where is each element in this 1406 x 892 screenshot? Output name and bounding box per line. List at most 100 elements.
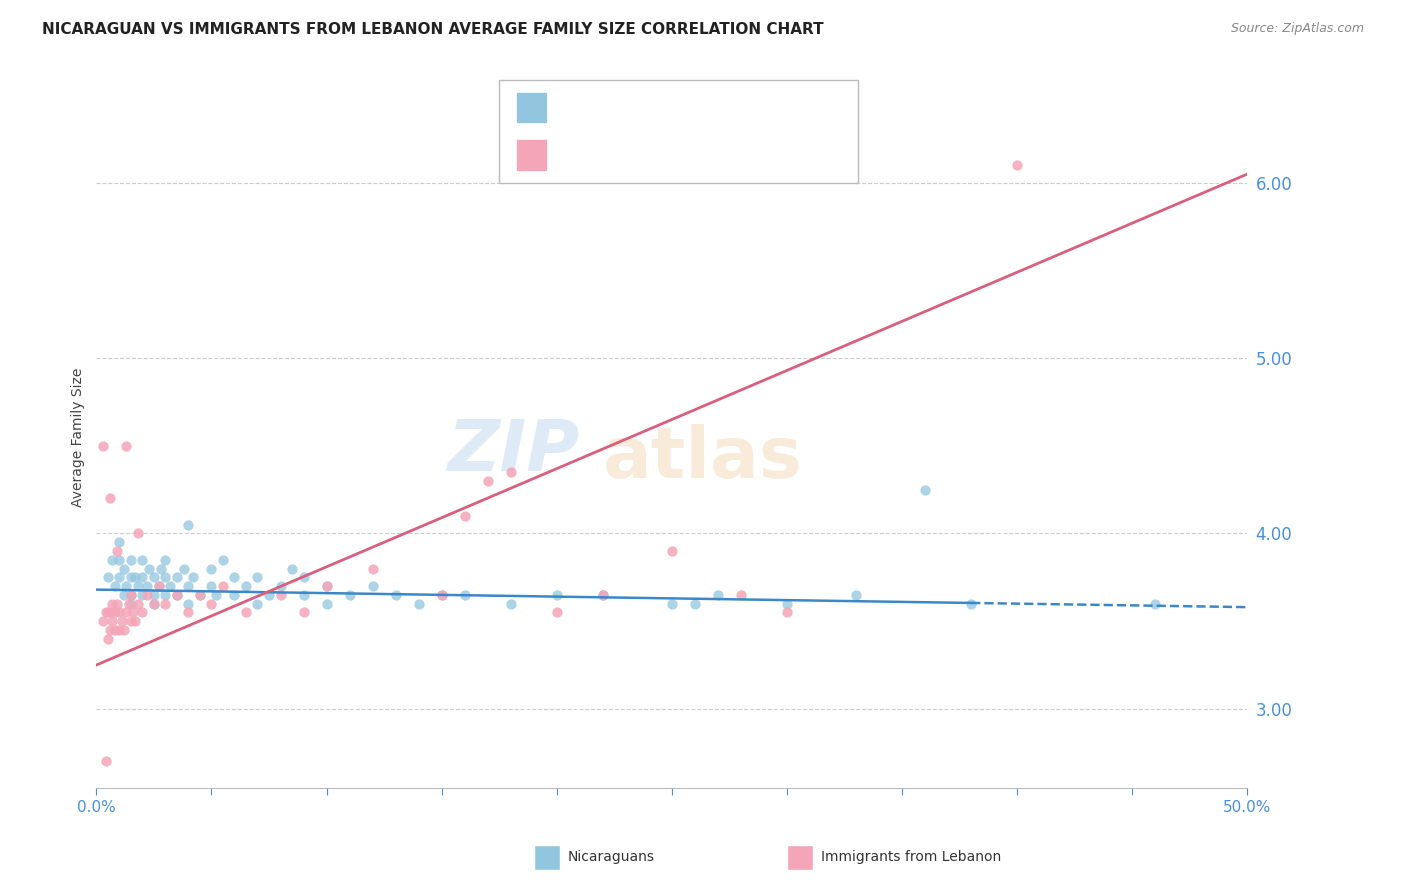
Point	[148, 579, 170, 593]
Point	[188, 588, 211, 602]
Point	[914, 483, 936, 497]
Point	[177, 597, 200, 611]
Point	[148, 579, 170, 593]
Point	[101, 553, 124, 567]
Point	[120, 614, 142, 628]
Point	[108, 535, 131, 549]
Point	[127, 579, 149, 593]
Point	[124, 614, 146, 628]
Point	[155, 597, 177, 611]
Point	[592, 588, 614, 602]
Point	[384, 588, 406, 602]
Point	[339, 588, 361, 602]
Point	[105, 597, 128, 611]
Point	[142, 597, 165, 611]
Point	[155, 588, 177, 602]
Point	[120, 588, 142, 602]
Point	[166, 588, 188, 602]
Point	[408, 597, 430, 611]
Point	[166, 570, 188, 584]
Point	[159, 579, 181, 593]
Bar	[499, 80, 858, 183]
Point	[453, 588, 475, 602]
Point	[131, 588, 153, 602]
Point	[361, 579, 384, 593]
Point	[730, 588, 752, 602]
Point	[98, 623, 121, 637]
Point	[212, 579, 235, 593]
Point	[257, 588, 280, 602]
Point	[108, 623, 131, 637]
Point	[120, 570, 142, 584]
Point	[499, 597, 522, 611]
Point	[960, 597, 983, 611]
Point	[200, 579, 222, 593]
Point	[115, 579, 138, 593]
Point	[200, 597, 222, 611]
Point	[120, 597, 142, 611]
Bar	[787, 845, 813, 870]
Point	[661, 597, 683, 611]
Point	[120, 553, 142, 567]
Point	[98, 491, 121, 506]
Point	[181, 570, 204, 584]
Point	[430, 588, 453, 602]
Point	[142, 597, 165, 611]
Point	[315, 597, 337, 611]
Text: Nicaraguans: Nicaraguans	[568, 850, 655, 864]
Point	[131, 570, 153, 584]
Point	[131, 553, 153, 567]
Point	[200, 561, 222, 575]
Y-axis label: Average Family Size: Average Family Size	[72, 368, 86, 507]
Point	[94, 755, 117, 769]
Point	[270, 579, 292, 593]
Point	[292, 570, 315, 584]
Point	[97, 606, 120, 620]
Point	[683, 597, 706, 611]
Point	[112, 623, 135, 637]
Point	[108, 553, 131, 567]
Point	[224, 588, 246, 602]
Point	[430, 588, 453, 602]
Text: R = -0.041   N = 70: R = -0.041 N = 70	[558, 99, 735, 117]
Point	[246, 597, 269, 611]
Point	[108, 570, 131, 584]
Point	[845, 588, 868, 602]
Point	[1005, 158, 1028, 172]
Point	[205, 588, 228, 602]
Point	[115, 606, 138, 620]
Point	[91, 614, 114, 628]
Point	[155, 553, 177, 567]
Point	[155, 570, 177, 584]
Point	[105, 544, 128, 558]
Point	[235, 606, 257, 620]
Point	[707, 588, 730, 602]
Point	[177, 517, 200, 532]
Point	[142, 570, 165, 584]
Point	[281, 561, 304, 575]
Point	[124, 570, 146, 584]
Point	[177, 606, 200, 620]
Point	[453, 508, 475, 523]
Point	[117, 597, 139, 611]
Point	[166, 588, 188, 602]
Point	[177, 579, 200, 593]
Point	[188, 588, 211, 602]
Point	[315, 579, 337, 593]
Point	[108, 606, 131, 620]
Point	[499, 465, 522, 479]
Point	[127, 526, 149, 541]
Text: Source: ZipAtlas.com: Source: ZipAtlas.com	[1230, 22, 1364, 36]
Bar	[516, 92, 547, 123]
Text: ZIP: ZIP	[447, 417, 579, 485]
Point	[212, 553, 235, 567]
Point	[112, 561, 135, 575]
Point	[136, 588, 159, 602]
Point	[246, 570, 269, 584]
Point	[149, 561, 172, 575]
Point	[592, 588, 614, 602]
Point	[235, 579, 257, 593]
Point	[292, 606, 315, 620]
Point	[546, 588, 568, 602]
Bar	[516, 139, 547, 170]
